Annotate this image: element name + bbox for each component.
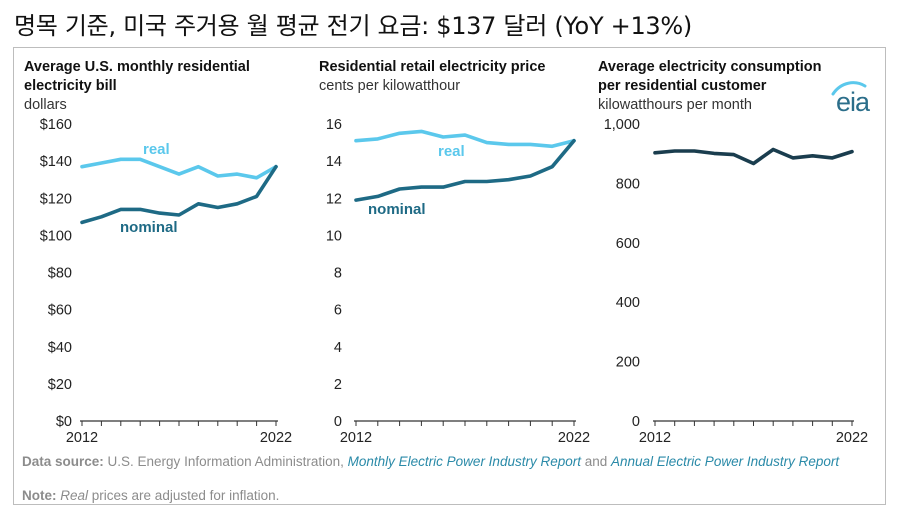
- y-tick-label: $100: [40, 228, 72, 244]
- chart-title: electricity bill: [24, 78, 117, 94]
- y-tick-label: $40: [48, 340, 72, 356]
- chart-title: per residential customer: [598, 78, 767, 94]
- y-tick-label: $20: [48, 377, 72, 393]
- y-tick-label: $60: [48, 303, 72, 319]
- series-label-nominal: nominal: [368, 201, 426, 218]
- y-tick-label: 10: [326, 228, 342, 244]
- x-tick-label: 2022: [558, 430, 590, 446]
- y-tick-label: 2: [334, 377, 342, 393]
- note-text: prices are adjusted for inflation.: [88, 488, 280, 503]
- x-tick-label: 2022: [260, 430, 292, 446]
- series-label-nominal: nominal: [120, 219, 178, 236]
- x-tick-label: 2012: [340, 430, 372, 446]
- x-tick-label: 2012: [639, 430, 671, 446]
- chart-title: Average electricity consumption: [598, 59, 821, 75]
- x-tick-label: 2012: [66, 430, 98, 446]
- y-tick-label: 8: [334, 266, 342, 282]
- note-italic-word: Real: [60, 488, 89, 503]
- y-tick-label: 1,000: [604, 117, 640, 133]
- figure-frame: [13, 47, 886, 505]
- note: Note: Real prices are adjusted for infla…: [22, 488, 279, 503]
- eia-logo-swoosh-icon: [831, 81, 867, 96]
- data-source-label: Data source:: [22, 454, 104, 469]
- y-tick-label: 4: [334, 340, 342, 356]
- page-title: 명목 기준, 미국 주거용 월 평균 전기 요금: $137 달러 (YoY +…: [14, 12, 692, 40]
- y-tick-label: 400: [616, 295, 640, 311]
- chart-unit-label: dollars: [24, 97, 67, 113]
- y-tick-label: $80: [48, 266, 72, 282]
- monthly-report-link[interactable]: Monthly Electric Power Industry Report: [347, 454, 581, 469]
- series-line-nominal: [354, 138, 576, 202]
- series-label-real: real: [143, 141, 170, 158]
- series-line-consumption: [653, 147, 854, 166]
- y-tick-label: 0: [632, 414, 640, 430]
- note-label: Note:: [22, 488, 57, 503]
- series-line-real: [354, 129, 576, 149]
- chart-title: Residential retail electricity price: [319, 59, 545, 75]
- data-source: Data source: U.S. Energy Information Adm…: [22, 454, 882, 470]
- y-tick-label: 14: [326, 154, 342, 170]
- series-line-nominal: [80, 164, 278, 225]
- chart-title: Average U.S. monthly residential: [24, 59, 250, 75]
- eia-logo: eia: [836, 87, 870, 117]
- chart-unit-label: cents per kilowatthour: [319, 78, 460, 94]
- annual-report-link[interactable]: Annual Electric Power Industry Report: [611, 454, 840, 469]
- series-line-real: [80, 157, 278, 180]
- y-tick-label: 200: [616, 355, 640, 371]
- y-tick-label: 800: [616, 176, 640, 192]
- y-tick-label: 6: [334, 303, 342, 319]
- chart-unit-label: kilowatthours per month: [598, 97, 752, 113]
- y-tick-label: $160: [40, 117, 72, 133]
- data-source-text-2: and: [580, 454, 612, 469]
- y-tick-label: $0: [56, 414, 72, 430]
- x-tick-label: 2022: [836, 430, 868, 446]
- data-source-text-1: U.S. Energy Information Administration,: [103, 454, 348, 469]
- series-label-real: real: [438, 143, 465, 160]
- y-tick-label: $140: [40, 154, 72, 170]
- y-tick-label: 12: [326, 191, 342, 207]
- y-tick-label: $120: [40, 191, 72, 207]
- y-tick-label: 600: [616, 236, 640, 252]
- y-tick-label: 0: [334, 414, 342, 430]
- y-tick-label: 16: [326, 117, 342, 133]
